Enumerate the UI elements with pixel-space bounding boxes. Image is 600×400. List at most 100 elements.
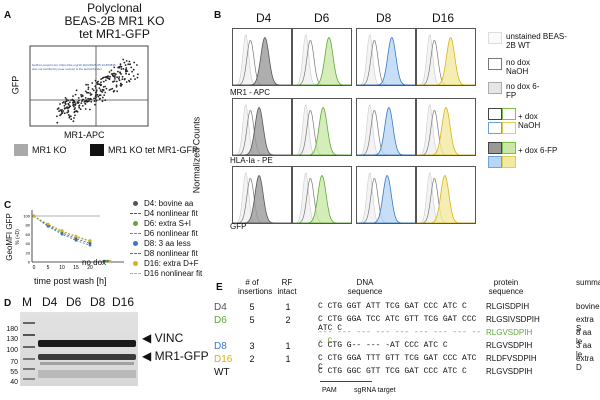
- row-name: D4: [214, 302, 227, 313]
- scatter-point: [67, 99, 70, 102]
- dna-sequence: C CTG GGA TCC ATC GTT TCG GAT CCC ATC C: [318, 315, 477, 333]
- y-tick-label: 0: [28, 260, 31, 265]
- scatter-point: [121, 75, 124, 78]
- scatter-point: [136, 76, 139, 79]
- no-dox-point: [106, 259, 110, 263]
- header-protein: protein sequence: [488, 278, 524, 296]
- legend-swatch: [90, 144, 104, 156]
- fit-curve: [33, 215, 91, 241]
- lane-label: D8: [90, 295, 106, 309]
- histogram-unstained: [417, 172, 475, 223]
- scatter-point: [132, 75, 135, 77]
- scatter-point: [128, 60, 131, 63]
- summary-text: 3 aa le: [576, 341, 592, 359]
- summary-text: extra D: [576, 354, 594, 372]
- scatter-point: [105, 87, 108, 90]
- scatter-point: [111, 74, 114, 77]
- facs-histogram: [232, 166, 292, 224]
- protein-sequence: RLGISDPIH: [486, 302, 530, 311]
- scatter-point: [65, 100, 68, 102]
- dna-sequence: C CTG GGC GTT TCG GAT CCC ATC C: [318, 367, 467, 376]
- histogram-dox: [417, 37, 475, 85]
- legend-swatch: [14, 144, 28, 156]
- scatter-point: [125, 60, 128, 62]
- scatter-point: [117, 66, 119, 69]
- svg-text:was not certified by peer revi: was not certified by peer review) is the…: [32, 67, 102, 71]
- data-point: [46, 224, 50, 228]
- dashed-line-icon: [130, 272, 141, 274]
- point-marker-icon: [133, 200, 138, 206]
- row-name: D16: [214, 354, 233, 365]
- scatter-point: [99, 89, 102, 91]
- legend-swatch: [488, 82, 502, 94]
- histogram-dox: [417, 174, 475, 223]
- scatter-point: [125, 68, 128, 71]
- panel-c-decay-plot: 100 80 60 40 20 0 0 5 10 15 20: [23, 210, 124, 271]
- scatter-point: [72, 101, 75, 104]
- facs-histogram: [292, 166, 352, 224]
- scatter-point: [62, 101, 65, 103]
- scatter-point: [81, 105, 84, 107]
- scatter-point: [119, 63, 122, 66]
- scatter-point: [75, 89, 78, 92]
- legend-label: no dox NaOH: [506, 58, 531, 76]
- scatter-point: [85, 99, 88, 102]
- scatter-point: [74, 107, 76, 109]
- scatter-point: [95, 93, 97, 96]
- dashed-line-icon: [130, 232, 141, 234]
- scatter-point: [125, 70, 127, 72]
- scatter-point: [86, 100, 89, 103]
- dna-sequence: C CTG GGT ATT TCG GAT CCC ATC C: [318, 302, 467, 311]
- marker-label: 55: [10, 369, 18, 376]
- scatter-point: [129, 78, 132, 80]
- scatter-point: [116, 90, 119, 93]
- y-tick-label: 60: [26, 232, 31, 237]
- histogram-unstained: [357, 172, 415, 223]
- scatter-point: [69, 101, 71, 104]
- legend-label: D6: extra S+I: [144, 218, 191, 228]
- facs-histogram: [232, 98, 292, 156]
- scatter-point: [62, 110, 65, 112]
- insertions-count: 5: [249, 302, 255, 312]
- scatter-point: [113, 80, 116, 82]
- scatter-point: [100, 78, 102, 80]
- scatter-point: [119, 71, 121, 74]
- scatter-point: [100, 81, 102, 84]
- scatter-point: [64, 97, 67, 99]
- scatter-point: [95, 99, 98, 102]
- scatter-point: [131, 70, 133, 73]
- scatter-point: [102, 96, 104, 99]
- scatter-point: [88, 98, 91, 101]
- x-tick-label: 10: [59, 265, 65, 271]
- summary-text: bovine: [576, 302, 600, 311]
- scatter-point: [64, 102, 67, 105]
- scatter-point: [67, 102, 70, 105]
- scatter-point: [98, 98, 101, 100]
- scatter-point: [102, 86, 105, 88]
- data-point: [88, 239, 92, 242]
- legend-swatch: [488, 58, 502, 70]
- histogram-unstained: [293, 172, 351, 223]
- scatter-point: [92, 89, 95, 92]
- scatter-point: [110, 73, 113, 75]
- scatter-point: [73, 100, 75, 102]
- marker-label: 130: [6, 336, 18, 343]
- panel-c-letter: C: [4, 200, 12, 211]
- header-rf: RF intact: [277, 278, 297, 296]
- scatter-point: [81, 98, 84, 101]
- scatter-point: [104, 99, 107, 102]
- scatter-point: [128, 80, 131, 83]
- panel-b-letter: B: [214, 10, 222, 21]
- column-header-d16: D16: [432, 11, 455, 25]
- panel-a-title-line: Polyclonal: [87, 1, 142, 15]
- scatter-point: [58, 110, 60, 112]
- scatter-point: [115, 80, 118, 83]
- ylabel-line: GeoMFI GFP: [5, 213, 14, 261]
- scatter-point: [109, 75, 111, 78]
- y-tick-label: 40: [26, 241, 31, 246]
- panel-a-legend-item: MR1 KO tet MR1-GFP: [90, 144, 198, 156]
- scatter-point: [104, 91, 107, 94]
- scatter-point: [81, 100, 83, 102]
- panel-d-letter: D: [4, 298, 12, 309]
- legend-label: MR1 KO: [32, 145, 67, 155]
